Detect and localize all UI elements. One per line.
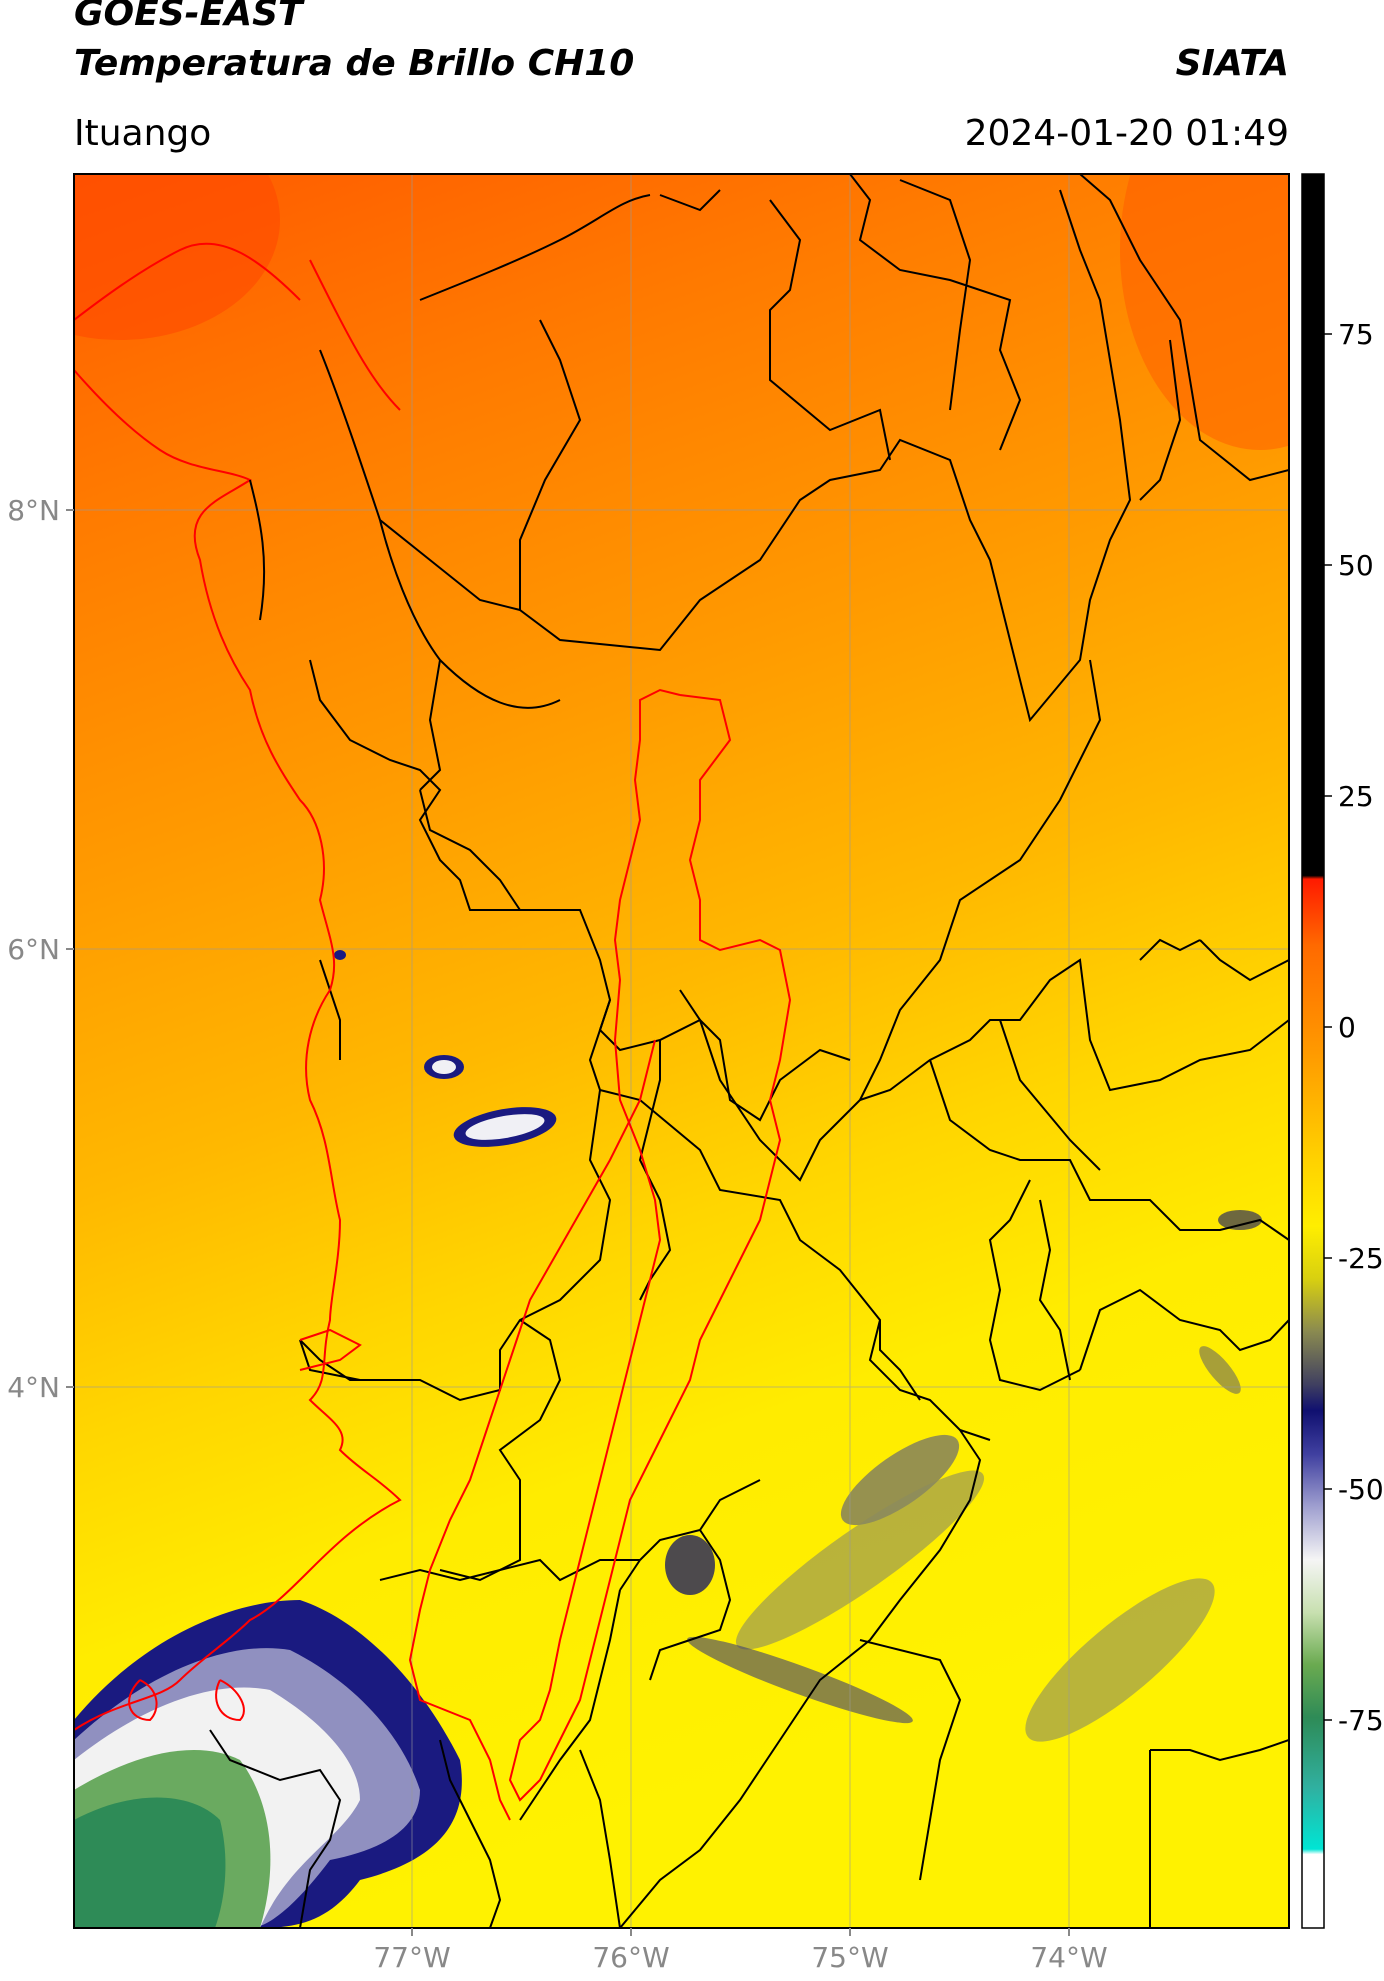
title-line-2: Temperatura de Brillo CH10 bbox=[74, 43, 635, 84]
colorbar-tick-minus75: -75 bbox=[1338, 1704, 1384, 1737]
latitude-axis: 8°N 6°N 4°N bbox=[7, 494, 74, 1404]
colorbar-tick-minus50: -50 bbox=[1338, 1473, 1384, 1506]
lon-label-76w: 76°W bbox=[592, 1941, 669, 1974]
region-label: Ituango bbox=[74, 113, 212, 154]
colorbar-tick-minus25: -25 bbox=[1338, 1242, 1384, 1275]
organization-label: SIATA bbox=[1175, 43, 1289, 84]
lat-label-6n: 6°N bbox=[7, 933, 60, 966]
department-border bbox=[249, 194, 651, 791]
basin-outline bbox=[408, 688, 792, 1821]
lat-label-8n: 8°N bbox=[7, 494, 60, 527]
lon-label-75w: 75°W bbox=[811, 1941, 888, 1974]
colorbar-tick-50: 50 bbox=[1338, 549, 1374, 582]
colorbar-tick-0: 0 bbox=[1338, 1011, 1356, 1044]
colorbar: 75 50 25 0 -25 -50 -75 bbox=[1301, 173, 1384, 1929]
coastline bbox=[74, 242, 402, 1731]
longitude-axis: 77°W 76°W 75°W 74°W bbox=[373, 1928, 1108, 1974]
lon-label-74w: 74°W bbox=[1030, 1941, 1107, 1974]
municipal-boundaries bbox=[209, 174, 1289, 1928]
colorbar-tick-75: 75 bbox=[1338, 318, 1374, 351]
brightness-temperature-field bbox=[74, 174, 1289, 1928]
title-line-1: GOES-EAST bbox=[74, 0, 303, 34]
graticule bbox=[74, 174, 1289, 1928]
colorbar-gradient bbox=[1301, 173, 1325, 1929]
colorbar-tick-25: 25 bbox=[1338, 780, 1374, 813]
lat-label-4n: 4°N bbox=[7, 1371, 60, 1404]
datetime-label: 2024-01-20 01:49 bbox=[964, 113, 1289, 154]
lon-label-77w: 77°W bbox=[373, 1941, 450, 1974]
map-frame bbox=[73, 173, 1290, 1929]
